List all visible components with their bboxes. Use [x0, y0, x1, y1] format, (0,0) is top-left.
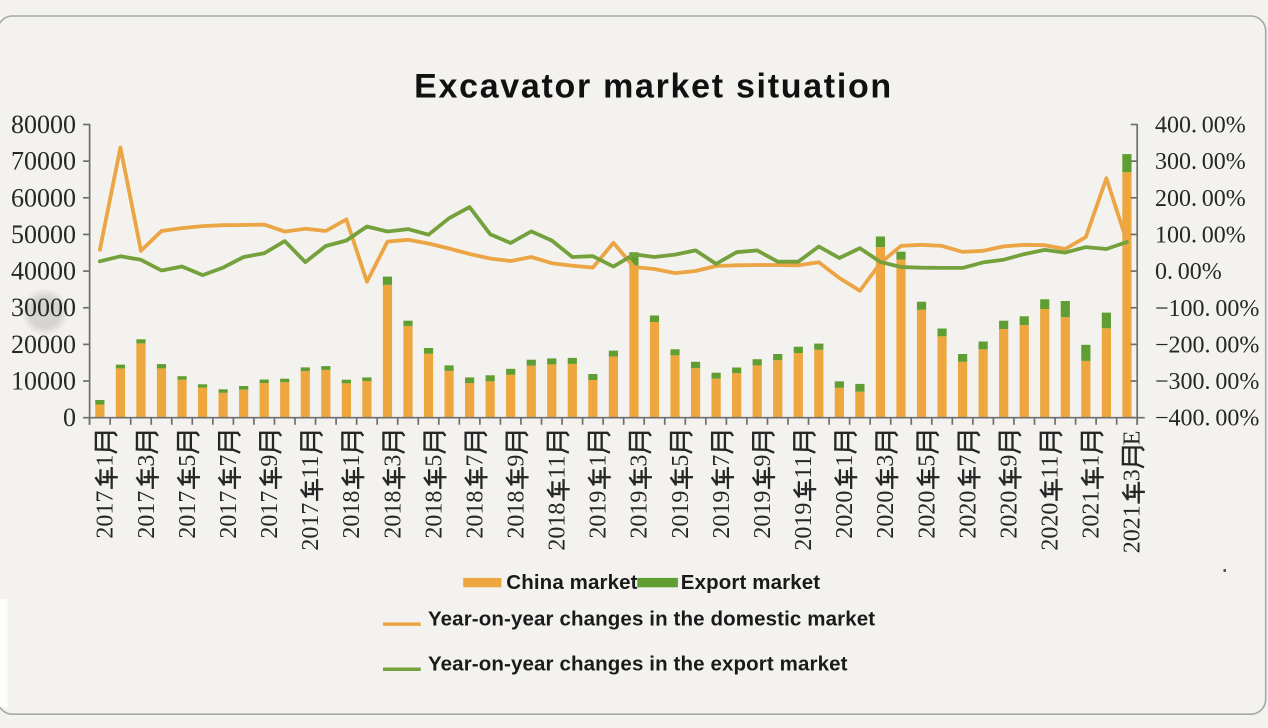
svg-text:2020: 2020: [1038, 503, 1064, 551]
svg-text:1: 1: [93, 455, 119, 467]
svg-text:80000: 80000: [11, 110, 76, 139]
svg-text:2019: 2019: [750, 491, 776, 539]
svg-text:400. 00%: 400. 00%: [1155, 113, 1246, 139]
svg-text:11: 11: [298, 455, 324, 478]
svg-text:5: 5: [668, 455, 694, 467]
svg-text:1: 1: [1079, 455, 1105, 467]
svg-text:2021: 2021: [1079, 491, 1105, 539]
svg-text:3: 3: [134, 455, 160, 467]
svg-text:2018: 2018: [462, 491, 488, 539]
svg-text:2020: 2020: [955, 491, 981, 539]
svg-text:−400. 00%: −400. 00%: [1155, 406, 1259, 432]
svg-text:70000: 70000: [11, 147, 76, 176]
svg-text:100. 00%: 100. 00%: [1155, 222, 1246, 248]
svg-text:2017: 2017: [175, 491, 201, 539]
svg-text:11: 11: [545, 455, 571, 478]
svg-text:0. 00%: 0. 00%: [1155, 259, 1222, 285]
svg-text:1: 1: [832, 455, 858, 467]
svg-text:−300. 00%: −300. 00%: [1155, 369, 1259, 395]
svg-text:50000: 50000: [11, 220, 76, 249]
svg-text:3: 3: [1120, 469, 1146, 481]
svg-text:11: 11: [791, 455, 817, 478]
svg-text:2019: 2019: [586, 491, 612, 539]
svg-text:1: 1: [339, 455, 365, 467]
svg-text:2020: 2020: [873, 491, 899, 539]
svg-text:2017: 2017: [134, 491, 160, 539]
svg-text:40000: 40000: [11, 257, 76, 286]
svg-text:5: 5: [175, 455, 201, 467]
svg-text:7: 7: [216, 455, 242, 467]
svg-text:2020: 2020: [996, 491, 1022, 539]
svg-text:200. 00%: 200. 00%: [1155, 186, 1246, 212]
svg-text:2020: 2020: [914, 491, 940, 539]
svg-text:Year-on-year changes in the ex: Year-on-year changes in the export marke…: [428, 653, 848, 676]
svg-text:2019: 2019: [709, 491, 735, 539]
svg-text:−200. 00%: −200. 00%: [1155, 332, 1259, 358]
svg-text:0: 0: [63, 403, 76, 432]
svg-text:3: 3: [380, 455, 406, 467]
svg-text:2018: 2018: [339, 491, 365, 539]
svg-text:2018: 2018: [380, 491, 406, 539]
svg-text:China market: China market: [506, 571, 637, 594]
svg-text:2017: 2017: [298, 503, 324, 551]
svg-text:7: 7: [955, 455, 981, 467]
svg-text:E: E: [1120, 431, 1146, 446]
svg-text:2020: 2020: [832, 491, 858, 539]
svg-text:3: 3: [627, 455, 653, 467]
svg-text:Export market: Export market: [681, 571, 820, 594]
svg-text:5: 5: [421, 455, 447, 467]
svg-text:2017: 2017: [216, 491, 242, 539]
svg-text:1: 1: [586, 455, 612, 467]
svg-text:9: 9: [503, 455, 529, 467]
svg-text:−100. 00%: −100. 00%: [1155, 296, 1259, 322]
svg-text:2018: 2018: [545, 503, 571, 551]
svg-text:2019: 2019: [627, 491, 653, 539]
svg-text:300. 00%: 300. 00%: [1155, 149, 1246, 175]
svg-text:2017: 2017: [257, 491, 283, 539]
svg-text:10000: 10000: [11, 367, 76, 396]
svg-text:9: 9: [996, 455, 1022, 467]
svg-text:2021: 2021: [1120, 505, 1146, 553]
svg-text:2019: 2019: [668, 491, 694, 539]
svg-text:20000: 20000: [11, 330, 76, 359]
svg-text:9: 9: [750, 455, 776, 467]
svg-text:Year-on-year changes in the do: Year-on-year changes in the domestic mar…: [428, 608, 875, 631]
svg-text:60000: 60000: [11, 183, 76, 212]
svg-text:7: 7: [709, 455, 735, 467]
svg-text:3: 3: [873, 455, 899, 467]
svg-text:11: 11: [1038, 455, 1064, 478]
svg-text:5: 5: [914, 455, 940, 467]
svg-text:2018: 2018: [421, 491, 447, 539]
svg-text:2017: 2017: [93, 491, 119, 539]
svg-text:9: 9: [257, 455, 283, 467]
svg-text:7: 7: [462, 455, 488, 467]
svg-text:30000: 30000: [11, 293, 76, 322]
svg-text:2019: 2019: [791, 503, 817, 551]
svg-text:Excavator market situation: Excavator market situation: [414, 68, 893, 106]
svg-text:2018: 2018: [503, 491, 529, 539]
